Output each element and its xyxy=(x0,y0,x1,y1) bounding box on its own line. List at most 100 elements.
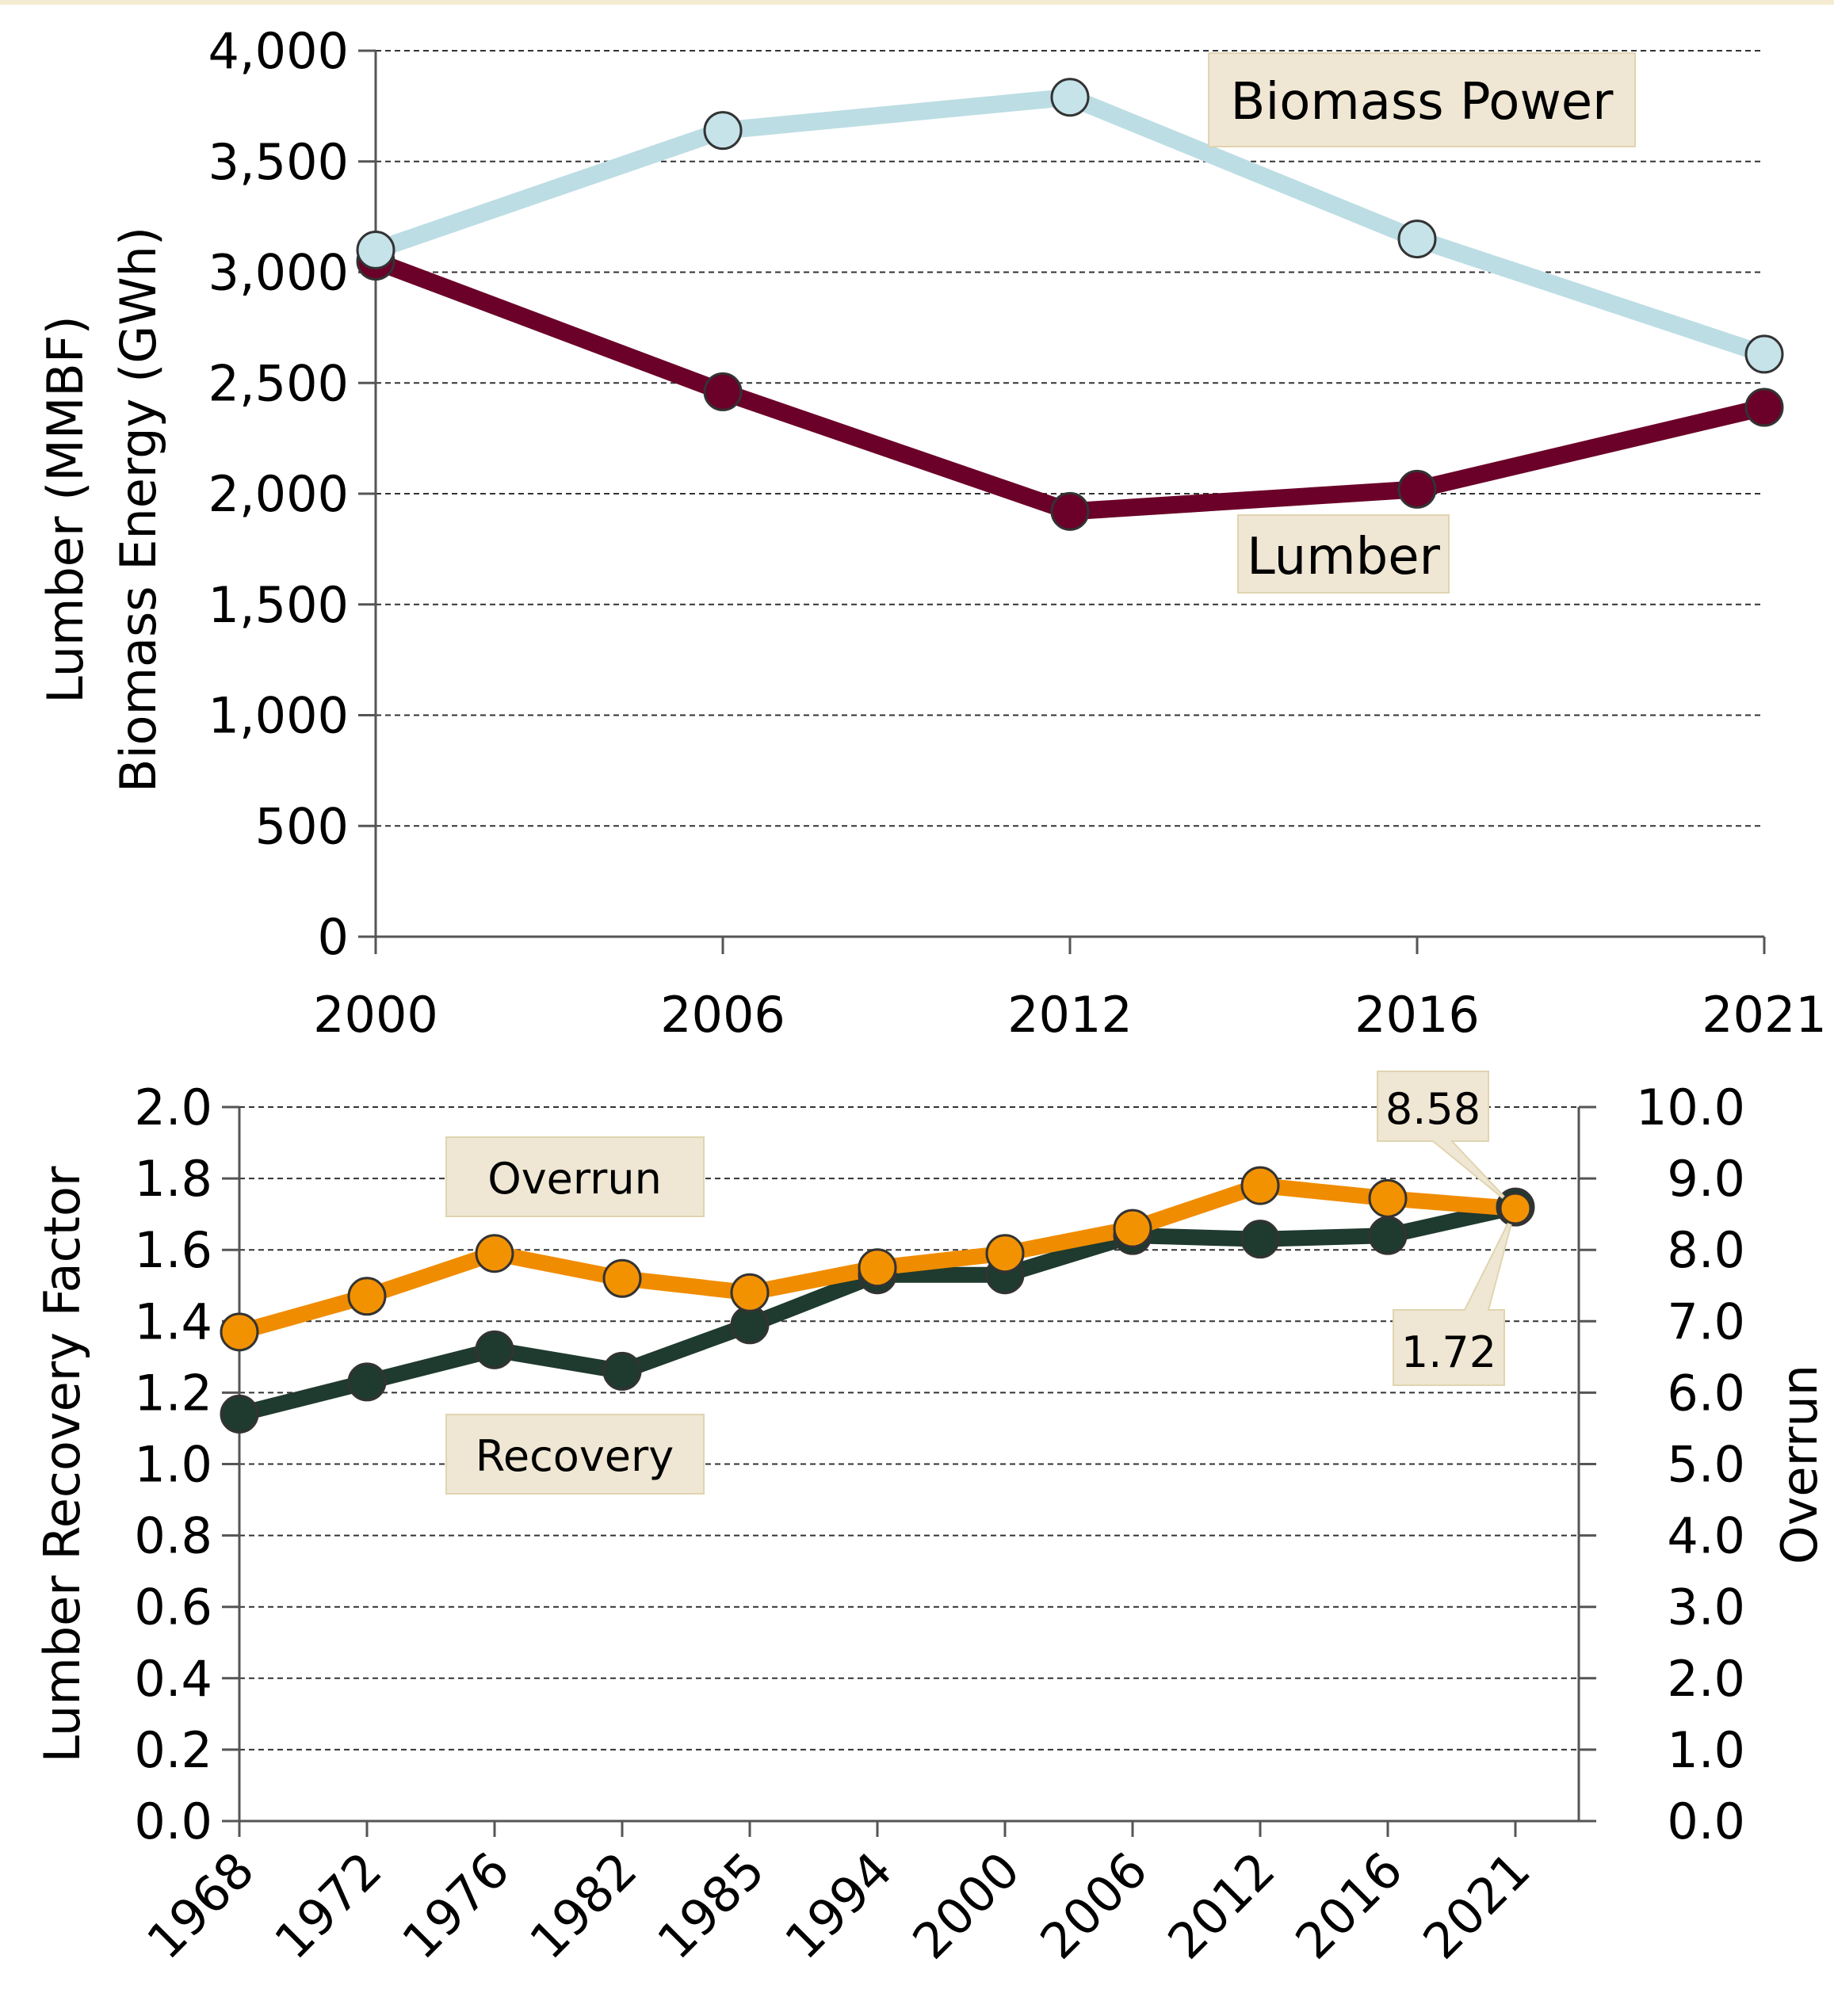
top-y-tick-label: 2,500 xyxy=(208,354,350,412)
top-series-point-0 xyxy=(705,113,741,149)
top-x-tick-label: 2016 xyxy=(1354,986,1480,1044)
bottom-y2-tick-label: 10.0 xyxy=(1636,1079,1745,1136)
bottom-series-point-1 xyxy=(604,1260,640,1296)
bottom-x-ticks: 1968197219761982198519942000200620122016… xyxy=(136,1821,1541,1970)
bottom-series-point-1 xyxy=(1370,1180,1406,1216)
bottom-y-tick-label: 1.4 xyxy=(134,1292,212,1350)
lumber-callout: Lumber xyxy=(1238,515,1449,593)
top-series-point-1 xyxy=(1052,493,1088,529)
top-y-ticks: 0 500 1,000 1,500 2,000 2,500 3,000 3,500 4,000 xyxy=(208,22,376,966)
bottom-y2-tick-label: 7.0 xyxy=(1667,1292,1745,1350)
bottom-y2-tick-label: 1.0 xyxy=(1667,1721,1745,1779)
bottom-x-tick-label: 2021 xyxy=(1412,1841,1541,1970)
bottom-y2-axis-title: Overrun xyxy=(1771,1365,1828,1564)
top-series-point-0 xyxy=(1052,79,1088,116)
bottom-y2-tick-label: 0.0 xyxy=(1667,1793,1745,1850)
top-y-tick-label: 500 xyxy=(255,797,349,855)
top-series-point-0 xyxy=(1399,221,1435,258)
bottom-right-y-ticks: 0.0 1.0 2.0 3.0 4.0 5.0 6.0 7.0 8.0 9.0 10.0 xyxy=(1579,1079,1745,1850)
top-series-point-1 xyxy=(1399,471,1435,507)
bottom-x-tick-label: 1985 xyxy=(646,1841,775,1970)
top-x-tick-label: 2000 xyxy=(313,986,438,1044)
bottom-series-point-0 xyxy=(1370,1217,1406,1254)
bottom-y-tick-label: 0.8 xyxy=(134,1507,212,1565)
overrun-label: Overrun xyxy=(487,1154,662,1204)
bottom-x-tick-label: 1994 xyxy=(774,1841,903,1970)
top-series-point-1 xyxy=(705,373,741,410)
bottom-series-point-1 xyxy=(1114,1210,1151,1247)
bottom-y2-tick-label: 9.0 xyxy=(1667,1150,1745,1208)
top-series-line-1 xyxy=(376,262,1764,512)
top-band xyxy=(0,0,1834,5)
top-y-tick-label: 4,000 xyxy=(208,22,350,80)
top-y-tick-label: 3,500 xyxy=(208,133,350,191)
top-y-tick-label: 1,000 xyxy=(208,687,350,745)
bottom-series-line-0 xyxy=(239,1207,1515,1414)
overrun-final-value: 8.58 xyxy=(1385,1084,1481,1134)
bottom-series-point-0 xyxy=(604,1353,640,1389)
bottom-series-point-1 xyxy=(1242,1167,1278,1204)
bottom-series-point-0 xyxy=(221,1396,258,1432)
lumber-label: Lumber xyxy=(1247,528,1440,586)
top-x-tick-label: 2012 xyxy=(1007,986,1133,1044)
bottom-x-tick-label: 2012 xyxy=(1156,1841,1286,1970)
bottom-series-point-0 xyxy=(1242,1221,1278,1258)
bottom-y2-tick-label: 8.0 xyxy=(1667,1221,1745,1279)
top-gridlines xyxy=(376,51,1764,826)
bottom-y-tick-label: 1.0 xyxy=(134,1436,212,1494)
top-chart: 05001,0001,5002,0002,5003,0003,5004,000 … xyxy=(36,22,1827,1044)
bottom-x-tick-label: 1976 xyxy=(391,1841,520,1970)
top-x-tick-label: 2006 xyxy=(660,986,785,1044)
bottom-series-point-0 xyxy=(476,1331,513,1368)
bottom-series-point-1 xyxy=(476,1235,513,1272)
bottom-y-tick-label: 1.8 xyxy=(134,1150,212,1208)
bottom-y-tick-label: 0.6 xyxy=(134,1579,212,1636)
bottom-y-tick-label: 0.2 xyxy=(134,1721,212,1779)
bottom-y-tick-label: 2.0 xyxy=(134,1079,212,1136)
top-y-tick-label: 1,500 xyxy=(208,576,350,634)
bottom-y2-tick-label: 3.0 xyxy=(1667,1579,1745,1636)
bottom-series-point-1 xyxy=(732,1274,768,1311)
bottom-left-y-ticks: 0.0 0.2 0.4 0.6 0.8 1.0 1.2 1.4 1.6 1.8 2.0 xyxy=(134,1079,239,1850)
top-y-tick-label: 2,000 xyxy=(208,465,350,523)
top-y-tick-label: 3,000 xyxy=(208,244,350,302)
overrun-final-marker xyxy=(1500,1193,1530,1224)
bottom-series-point-1 xyxy=(859,1250,896,1286)
top-y-tick-label: 0 xyxy=(318,908,349,966)
top-y-axis-title-line2: Biomass Energy (GWh) xyxy=(109,227,167,792)
bottom-x-tick-label: 1972 xyxy=(263,1841,392,1970)
biomass-power-label: Biomass Power xyxy=(1231,73,1614,132)
bottom-y-tick-label: 0.4 xyxy=(134,1650,212,1708)
bottom-x-tick-label: 2000 xyxy=(901,1841,1030,1970)
top-series-point-1 xyxy=(1746,389,1782,426)
top-y-axis-title-line1: Lumber (MMBF) xyxy=(36,315,94,703)
bottom-series-point-1 xyxy=(349,1278,385,1315)
bottom-y2-tick-label: 2.0 xyxy=(1667,1650,1745,1708)
bottom-x-tick-label: 2006 xyxy=(1029,1841,1158,1970)
bottom-y-tick-label: 0.0 xyxy=(134,1793,212,1850)
bottom-series-point-0 xyxy=(349,1364,385,1400)
bottom-chart: 0.0 0.2 0.4 0.6 0.8 1.0 1.2 1.4 1.6 1.8 2.0 0.0 1.0… xyxy=(33,1071,1828,1970)
recovery-final-value: 1.72 xyxy=(1401,1327,1496,1377)
bottom-y2-tick-label: 6.0 xyxy=(1667,1364,1745,1422)
recovery-label: Recovery xyxy=(476,1431,674,1481)
recovery-callout: Recovery xyxy=(446,1415,704,1494)
top-series-point-0 xyxy=(1746,336,1782,372)
top-x-tick-label: 2021 xyxy=(1702,986,1827,1044)
bottom-y2-tick-label: 4.0 xyxy=(1667,1507,1745,1565)
bottom-y-tick-label: 1.6 xyxy=(134,1221,212,1279)
bottom-y2-tick-label: 5.0 xyxy=(1667,1436,1745,1494)
biomass-power-callout: Biomass Power xyxy=(1209,53,1635,147)
bottom-x-tick-label: 2016 xyxy=(1284,1841,1413,1970)
top-x-ticks: 2000 2006 2012 2016 2021 xyxy=(313,937,1827,1044)
overrun-callout: Overrun xyxy=(446,1137,704,1216)
bottom-x-tick-label: 1968 xyxy=(136,1841,265,1970)
bottom-y-tick-label: 1.2 xyxy=(134,1364,212,1422)
bottom-series-point-1 xyxy=(987,1235,1023,1272)
bottom-series-point-1 xyxy=(221,1314,258,1350)
top-series-point-0 xyxy=(357,232,394,269)
bottom-x-tick-label: 1982 xyxy=(518,1841,648,1970)
bottom-y-axis-title: Lumber Recovery Factor xyxy=(33,1166,91,1762)
